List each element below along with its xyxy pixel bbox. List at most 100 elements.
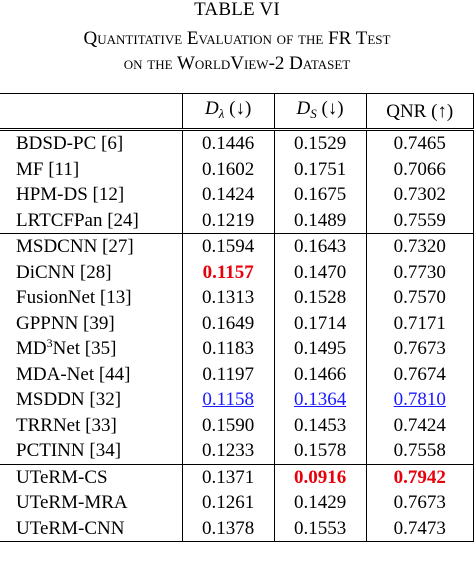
d-lambda-value: 0.1313 (181, 285, 275, 311)
table-row: DiCNN [28] 0.1157 0.1470 0.7730 (0, 259, 474, 285)
qnr-value: 0.7559 (365, 207, 474, 234)
d-lambda-value: 0.1424 (181, 182, 275, 208)
table-row: MSDCNN [27] 0.1594 0.1643 0.7320 (0, 233, 474, 260)
method-name: PCTINN [34] (16, 440, 122, 461)
table-row: TRRNet [33] 0.1590 0.1453 0.7424 (0, 412, 474, 438)
method-name: MDA-Net [44] (16, 363, 131, 385)
second-best-value: 0.7810 (393, 389, 446, 410)
d-s-symbol: D (296, 98, 311, 119)
table-row: GPPNN [39] 0.1649 0.1714 0.7171 (0, 310, 474, 336)
d-lambda-value: 0.1371 (181, 463, 275, 490)
d-lambda-value: 0.1261 (181, 490, 275, 516)
qnr-value: 0.7465 (365, 128, 474, 157)
d-lambda-value: 0.1158 (181, 387, 275, 413)
qnr-value: 0.7570 (365, 285, 474, 311)
header-d-lambda: Dλ (↓) (181, 93, 275, 130)
method-name-superscript: 3 (46, 336, 53, 350)
method-name: UTeRM-CNN (0, 515, 183, 542)
table-row: MSDDN [32] 0.1158 0.1364 0.7810 (0, 387, 474, 413)
method-name-prefix: MD (16, 338, 47, 359)
d-lambda-value: 0.1649 (181, 310, 275, 336)
method-name: MSDCNN [27] (0, 233, 183, 260)
header-method (0, 93, 183, 130)
table-row: PCTINN [34] 0.1233 0.1578 0.7558 (0, 438, 474, 464)
second-best-value: 0.1158 (202, 389, 254, 410)
d-s-value: 0.1528 (273, 285, 367, 311)
table-row: MF [11] 0.1602 0.1751 0.7066 (0, 156, 474, 182)
d-lambda-value: 0.1446 (181, 128, 275, 157)
best-value: 0.0916 (293, 466, 347, 488)
method-name: MD3Net [35] (0, 336, 182, 362)
table-row: HPM-DS [12] 0.1424 0.1675 0.7302 (0, 182, 474, 208)
method-name: GPPNN [39] (16, 312, 115, 334)
d-s-value: 0.1675 (273, 182, 367, 208)
d-s-value: 0.1643 (273, 233, 367, 260)
d-s-value: 0.1495 (273, 336, 367, 362)
results-table: Dλ (↓) DS (↓) QNR (↑) BDSD-PC [6] 0.1446… (0, 93, 474, 542)
d-s-arrow: (↓) (321, 98, 344, 119)
qnr-value: 0.7942 (365, 463, 474, 490)
method-name: MSDDN [32] (16, 389, 122, 410)
qnr-value: 0.7066 (365, 156, 474, 182)
qnr-value: 0.7673 (365, 336, 474, 362)
d-s-value: 0.1453 (273, 412, 367, 438)
d-s-value: 0.1529 (273, 128, 367, 157)
qnr-label: QNR (386, 100, 427, 122)
table-row: LRTCFPan [24] 0.1219 0.1489 0.7559 (0, 207, 474, 234)
qnr-value: 0.7810 (365, 387, 474, 413)
d-s-value: 0.1466 (273, 361, 367, 387)
method-name-suffix: Net [35] (52, 338, 117, 359)
table-row: UTeRM-CS 0.1371 0.0916 0.7942 (0, 463, 474, 490)
d-lambda-value: 0.1233 (181, 438, 275, 464)
method-name: BDSD-PC [6] (0, 128, 183, 157)
table-row: MD3Net [35] 0.1183 0.1495 0.7673 (0, 336, 474, 362)
d-s-value: 0.1578 (273, 438, 367, 464)
table-row: FusionNet [13] 0.1313 0.1528 0.7570 (0, 285, 474, 311)
caption-line-2: on the WorldView-2 Dataset (123, 53, 351, 74)
method-name: DiCNN [28] (16, 261, 112, 283)
d-lambda-value: 0.1197 (181, 361, 275, 387)
qnr-value: 0.7558 (365, 438, 474, 464)
d-lambda-value: 0.1590 (181, 412, 275, 438)
table-header-row: Dλ (↓) DS (↓) QNR (↑) (0, 93, 474, 130)
header-qnr: QNR (↑) (365, 93, 474, 130)
d-lambda-value: 0.1602 (181, 156, 275, 182)
method-name: UTeRM-CS (0, 463, 183, 490)
qnr-value: 0.7473 (365, 515, 474, 542)
method-name: MF [11] (16, 158, 80, 180)
qnr-value: 0.7171 (365, 310, 474, 336)
d-lambda-value: 0.1157 (181, 259, 275, 285)
method-name: LRTCFPan [24] (16, 209, 139, 231)
d-lambda-value: 0.1378 (181, 515, 275, 542)
table-caption: TABLE VI Quantitative Evaluation of the … (0, 0, 474, 76)
table-row: UTeRM-MRA 0.1261 0.1429 0.7673 (0, 490, 474, 516)
d-lambda-value: 0.1183 (181, 336, 275, 362)
d-lambda-arrow: (↓) (229, 98, 252, 119)
method-name: HPM-DS [12] (16, 184, 125, 205)
qnr-value: 0.7730 (365, 259, 474, 285)
d-s-value: 0.1489 (273, 207, 367, 234)
d-s-value: 0.1553 (273, 515, 367, 542)
d-lambda-subscript: λ (218, 106, 225, 121)
d-s-value: 0.1429 (273, 490, 367, 516)
method-name: TRRNet [33] (16, 414, 117, 436)
d-s-value: 0.1714 (273, 310, 367, 336)
table-label: TABLE VI (194, 0, 280, 20)
table-row: BDSD-PC [6] 0.1446 0.1529 0.7465 (0, 128, 474, 157)
qnr-value: 0.7673 (365, 490, 474, 516)
qnr-value: 0.7424 (365, 412, 474, 438)
caption-line-1: Quantitative Evaluation of the FR Test (83, 28, 391, 49)
header-d-s: DS (↓) (273, 93, 367, 130)
best-value: 0.1157 (202, 261, 254, 283)
method-name: UTeRM-MRA (16, 492, 128, 513)
d-s-value: 0.0916 (273, 463, 367, 490)
method-name: FusionNet [13] (16, 287, 132, 308)
qnr-arrow: (↑) (431, 100, 454, 122)
d-s-subscript: S (310, 106, 317, 121)
second-best-value: 0.1364 (293, 389, 347, 410)
d-s-value: 0.1470 (273, 259, 367, 285)
table-row: MDA-Net [44] 0.1197 0.1466 0.7674 (0, 361, 474, 387)
qnr-value: 0.7674 (365, 361, 474, 387)
best-value: 0.7942 (393, 466, 446, 488)
d-s-value: 0.1751 (273, 156, 367, 182)
